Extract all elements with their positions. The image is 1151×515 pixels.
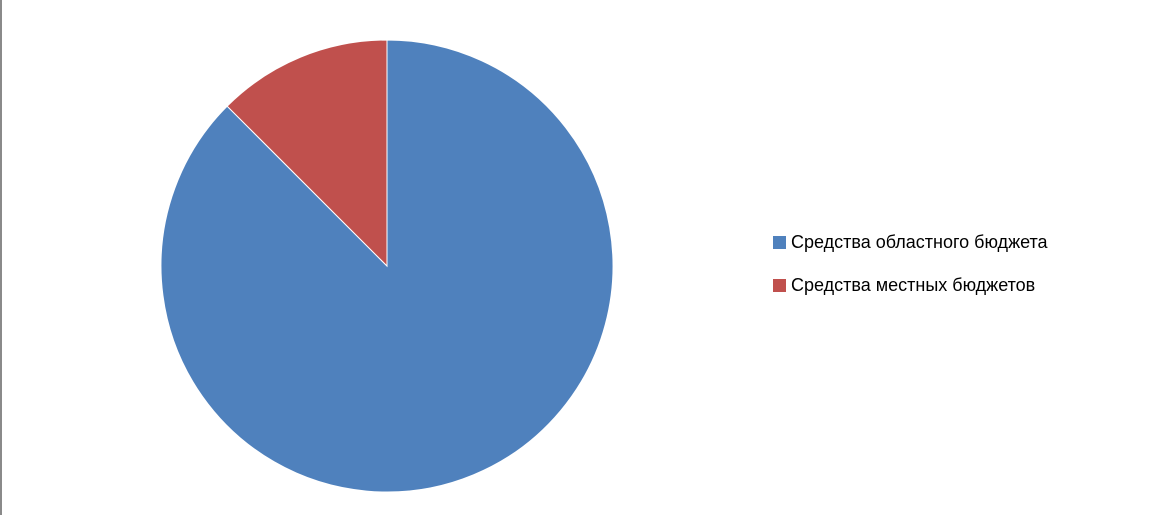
legend-label-regional-budget: Средства областного бюджета bbox=[791, 231, 1048, 252]
legend-item-local-budgets: Средства местных бюджетов bbox=[773, 272, 1048, 298]
legend-swatch-local-budgets bbox=[773, 278, 786, 292]
legend-label-local-budgets: Средства местных бюджетов bbox=[791, 274, 1036, 295]
legend-item-regional-budget: Средства областного бюджета bbox=[773, 229, 1048, 255]
pie-slice-local-budgets bbox=[226, 39, 388, 268]
legend-swatch-regional-budget bbox=[773, 235, 786, 249]
legend: Средства областного бюджета Средства мес… bbox=[773, 229, 1048, 298]
